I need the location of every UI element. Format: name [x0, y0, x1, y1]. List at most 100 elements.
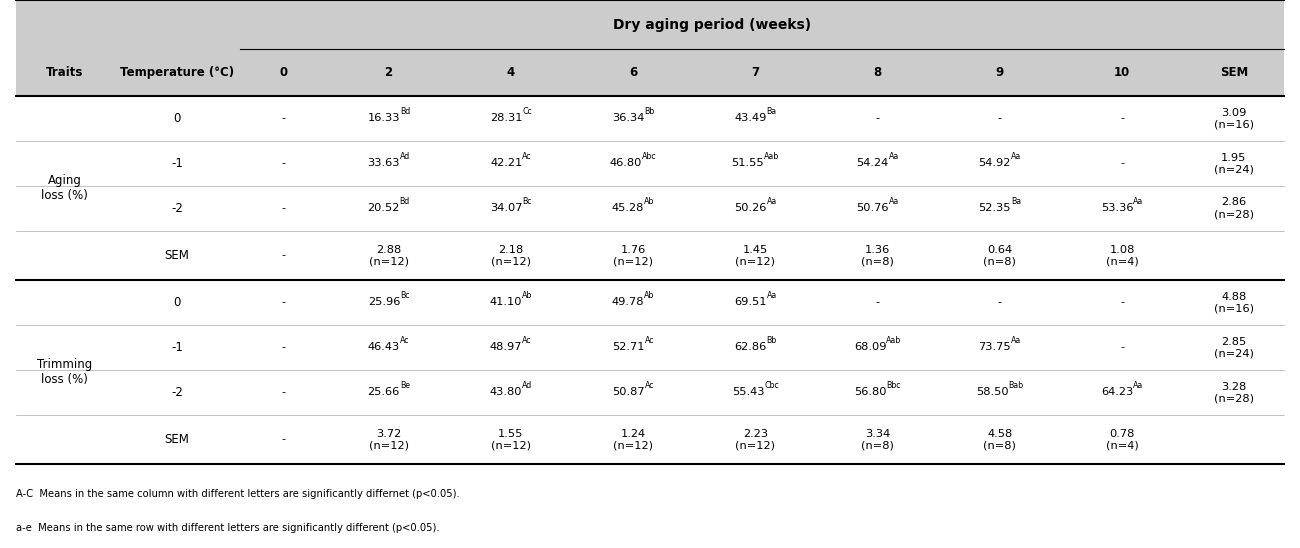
Text: 25.66: 25.66	[368, 387, 400, 397]
Text: 1.76
(n=12): 1.76 (n=12)	[614, 244, 653, 266]
Bar	[16, 0, 1284, 49]
Text: 3.34
(n=8): 3.34 (n=8)	[861, 429, 894, 450]
Text: 2.86
(n=28): 2.86 (n=28)	[1214, 197, 1253, 219]
Text: Dry aging period (weeks): Dry aging period (weeks)	[612, 18, 811, 32]
Text: 69.51: 69.51	[734, 298, 767, 307]
Text: A-C  Means in the same column with different letters are significantly differnet: A-C Means in the same column with differ…	[16, 489, 459, 499]
Text: -: -	[876, 113, 880, 123]
Text: Bab: Bab	[1009, 381, 1023, 390]
Text: Ac: Ac	[645, 381, 654, 390]
Text: Trimming
loss (%): Trimming loss (%)	[38, 358, 92, 386]
Text: 41.10: 41.10	[490, 298, 523, 307]
Text: 73.75: 73.75	[979, 342, 1011, 352]
Text: 34.07: 34.07	[490, 203, 523, 213]
Text: 2: 2	[385, 66, 393, 79]
Text: 0: 0	[173, 112, 181, 125]
Text: Ad: Ad	[523, 381, 532, 390]
Text: 6: 6	[629, 66, 637, 79]
Text: Traits: Traits	[46, 66, 83, 79]
Text: Aa: Aa	[1011, 336, 1022, 345]
Text: a-e  Means in the same row with different letters are significantly different (p: a-e Means in the same row with different…	[16, 523, 439, 533]
Text: 62.86: 62.86	[734, 342, 767, 352]
Text: Bb: Bb	[645, 107, 654, 116]
Text: 58.50: 58.50	[976, 387, 1009, 397]
Text: Aa: Aa	[767, 291, 777, 300]
Text: 0: 0	[173, 296, 181, 309]
Text: 9: 9	[996, 66, 1004, 79]
Text: 1.24
(n=12): 1.24 (n=12)	[614, 429, 653, 450]
Text: -: -	[998, 113, 1002, 123]
Text: 3.72
(n=12): 3.72 (n=12)	[369, 429, 408, 450]
Text: 7: 7	[751, 66, 759, 79]
Text: -2: -2	[172, 202, 183, 215]
Text: -: -	[282, 113, 286, 123]
Text: SEM: SEM	[165, 433, 190, 446]
Text: 2.88
(n=12): 2.88 (n=12)	[369, 244, 408, 266]
Text: 68.09: 68.09	[854, 342, 887, 352]
Text: Aa: Aa	[1134, 197, 1144, 206]
Text: -: -	[1121, 113, 1124, 123]
Text: 46.80: 46.80	[610, 158, 642, 168]
Text: -: -	[282, 203, 286, 213]
Text: 33.63: 33.63	[368, 158, 400, 168]
Text: 0: 0	[280, 66, 289, 79]
Text: 20.52: 20.52	[368, 203, 399, 213]
Text: 36.34: 36.34	[612, 113, 645, 123]
Text: -: -	[282, 435, 286, 444]
Text: 54.24: 54.24	[857, 158, 889, 168]
Text: 64.23: 64.23	[1101, 387, 1134, 397]
Text: Ab: Ab	[645, 291, 655, 300]
Text: 25.96: 25.96	[368, 298, 400, 307]
Text: 2.23
(n=12): 2.23 (n=12)	[736, 429, 775, 450]
Text: -: -	[282, 158, 286, 168]
Text: 54.92: 54.92	[979, 158, 1011, 168]
Text: -1: -1	[172, 157, 183, 170]
Text: Bbc: Bbc	[887, 381, 901, 390]
Text: SEM: SEM	[165, 249, 190, 262]
Text: 4.58
(n=8): 4.58 (n=8)	[983, 429, 1017, 450]
Text: -: -	[282, 250, 286, 260]
Text: -: -	[282, 298, 286, 307]
Text: -2: -2	[172, 386, 183, 399]
Text: Aa: Aa	[1011, 152, 1022, 161]
Text: 3.28
(n=28): 3.28 (n=28)	[1214, 381, 1253, 403]
Text: 16.33: 16.33	[368, 113, 400, 123]
Text: 1.45
(n=12): 1.45 (n=12)	[736, 244, 775, 266]
Text: 4.88
(n=16): 4.88 (n=16)	[1214, 292, 1253, 313]
Text: -1: -1	[172, 341, 183, 354]
Text: 1.55
(n=12): 1.55 (n=12)	[491, 429, 530, 450]
Text: Bb: Bb	[767, 336, 776, 345]
Text: 2.85
(n=24): 2.85 (n=24)	[1214, 336, 1253, 358]
Text: Aab: Aab	[887, 336, 901, 345]
Text: 48.97: 48.97	[490, 342, 523, 352]
Text: Cc: Cc	[523, 107, 532, 116]
Text: Ac: Ac	[400, 336, 410, 345]
Text: -: -	[282, 342, 286, 352]
Text: 1.08
(n=4): 1.08 (n=4)	[1106, 244, 1139, 266]
Text: 0.64
(n=8): 0.64 (n=8)	[983, 244, 1017, 266]
Text: 55.43: 55.43	[732, 387, 764, 397]
Text: Cbc: Cbc	[764, 381, 779, 390]
Text: 1.95
(n=24): 1.95 (n=24)	[1214, 152, 1253, 174]
Text: 3.09
(n=16): 3.09 (n=16)	[1214, 107, 1253, 129]
Text: Bd: Bd	[399, 197, 410, 206]
Text: 2.18
(n=12): 2.18 (n=12)	[491, 244, 530, 266]
Text: 50.26: 50.26	[734, 203, 767, 213]
Text: Ac: Ac	[523, 152, 532, 161]
Text: 10: 10	[1114, 66, 1130, 79]
Text: -: -	[282, 387, 286, 397]
Text: 50.76: 50.76	[857, 203, 889, 213]
Text: Bd: Bd	[400, 107, 410, 116]
Text: 53.36: 53.36	[1101, 203, 1134, 213]
Text: -: -	[1121, 158, 1124, 168]
Text: Bc: Bc	[400, 291, 410, 300]
Text: Ad: Ad	[400, 152, 410, 161]
Text: 45.28: 45.28	[612, 203, 644, 213]
Text: 4: 4	[507, 66, 515, 79]
Text: 52.71: 52.71	[612, 342, 645, 352]
Text: -: -	[876, 298, 880, 307]
Text: -: -	[1121, 342, 1124, 352]
Text: Aging
loss (%): Aging loss (%)	[42, 174, 88, 202]
Text: Aa: Aa	[767, 197, 776, 206]
Text: 28.31: 28.31	[490, 113, 523, 123]
